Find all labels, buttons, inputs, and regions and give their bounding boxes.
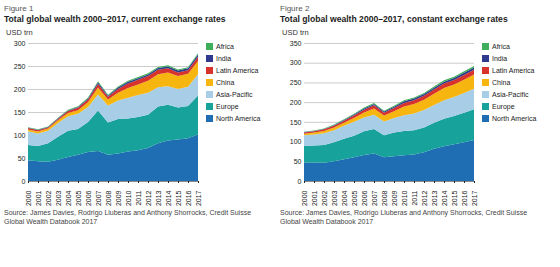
html-text:North America: North America: [492, 115, 537, 122]
html-text:India: India: [492, 55, 508, 62]
html-text:Latin America: Latin America: [492, 67, 535, 74]
html-text:Total global wealth 2000–2017,: Total global wealth 2000–2017, current e…: [4, 14, 226, 24]
svg-text:2006: 2006: [361, 190, 368, 206]
html-text:Africa: Africa: [216, 43, 234, 50]
svg-text:2002: 2002: [321, 190, 328, 206]
html-text:USD trn: USD trn: [6, 28, 33, 37]
html-text:Europe: Europe: [216, 103, 239, 110]
svg-text:2001: 2001: [35, 190, 42, 206]
html-text:Figure 2: Figure 2: [280, 4, 310, 13]
svg-text:2014: 2014: [441, 190, 448, 206]
svg-text:250: 250: [14, 63, 26, 70]
svg-text:2009: 2009: [115, 190, 122, 206]
svg-text:2001: 2001: [311, 190, 318, 206]
svg-text:2000: 2000: [25, 190, 32, 206]
svg-text:2013: 2013: [155, 190, 162, 206]
svg-text:150: 150: [14, 109, 26, 116]
svg-text:50: 50: [294, 158, 302, 165]
svg-text:2003: 2003: [331, 190, 338, 206]
html-text:Figure 1: Figure 1: [4, 4, 34, 13]
svg-text:50: 50: [18, 155, 26, 162]
svg-text:2008: 2008: [381, 190, 388, 206]
svg-text:100: 100: [290, 138, 302, 145]
svg-text:2008: 2008: [105, 190, 112, 206]
html-text:China: China: [216, 79, 235, 86]
svg-text:300: 300: [14, 40, 26, 47]
svg-text:2007: 2007: [95, 190, 102, 206]
svg-text:150: 150: [290, 119, 302, 126]
svg-text:2002: 2002: [45, 190, 52, 206]
html-text:Asia-Pacific: Asia-Pacific: [216, 91, 253, 98]
html-text:Asia-Pacific: Asia-Pacific: [492, 91, 529, 98]
svg-text:2003: 2003: [55, 190, 62, 206]
svg-text:2011: 2011: [411, 190, 418, 205]
html-text:USD trn: USD trn: [282, 28, 309, 37]
svg-text:2005: 2005: [351, 190, 358, 206]
svg-text:2009: 2009: [391, 190, 398, 206]
html-text:Latin America: Latin America: [216, 67, 259, 74]
html-text:Source: James Davies, Rodrigo: Source: James Davies, Rodrigo Lluberas a…: [280, 209, 528, 225]
svg-text:2010: 2010: [401, 190, 408, 206]
svg-text:2011: 2011: [135, 190, 142, 205]
svg-text:2007: 2007: [371, 190, 378, 206]
svg-text:2017: 2017: [195, 190, 202, 206]
svg-text:300: 300: [290, 59, 302, 66]
svg-text:2015: 2015: [451, 190, 458, 206]
svg-text:2004: 2004: [65, 190, 72, 206]
svg-text:2012: 2012: [145, 190, 152, 206]
svg-text:2010: 2010: [125, 190, 132, 206]
svg-text:2013: 2013: [431, 190, 438, 206]
svg-text:2015: 2015: [175, 190, 182, 206]
svg-text:2000: 2000: [301, 190, 308, 206]
html-text:China: China: [492, 79, 511, 86]
svg-text:2012: 2012: [421, 190, 428, 206]
svg-text:200: 200: [14, 86, 26, 93]
svg-text:2016: 2016: [185, 190, 192, 206]
svg-text:2004: 2004: [341, 190, 348, 206]
svg-text:350: 350: [290, 40, 302, 47]
html-text:Europe: Europe: [492, 103, 515, 110]
svg-text:2005: 2005: [75, 190, 82, 206]
svg-text:2006: 2006: [85, 190, 92, 206]
html-text:India: India: [216, 55, 232, 62]
html-text:Source: James Davies, Rodrigo: Source: James Davies, Rodrigo Lluberas a…: [4, 209, 252, 225]
svg-text:100: 100: [14, 132, 26, 139]
svg-text:0: 0: [22, 178, 26, 185]
svg-text:250: 250: [290, 79, 302, 86]
html-text:Total global wealth 2000–2017,: Total global wealth 2000–2017, constant …: [280, 14, 508, 24]
svg-text:2016: 2016: [461, 190, 468, 206]
svg-text:2017: 2017: [471, 190, 478, 206]
svg-text:2014: 2014: [165, 190, 172, 206]
svg-text:200: 200: [290, 99, 302, 106]
svg-text:0: 0: [298, 178, 302, 185]
html-text:North America: North America: [216, 115, 261, 122]
html-text:Africa: Africa: [492, 43, 510, 50]
